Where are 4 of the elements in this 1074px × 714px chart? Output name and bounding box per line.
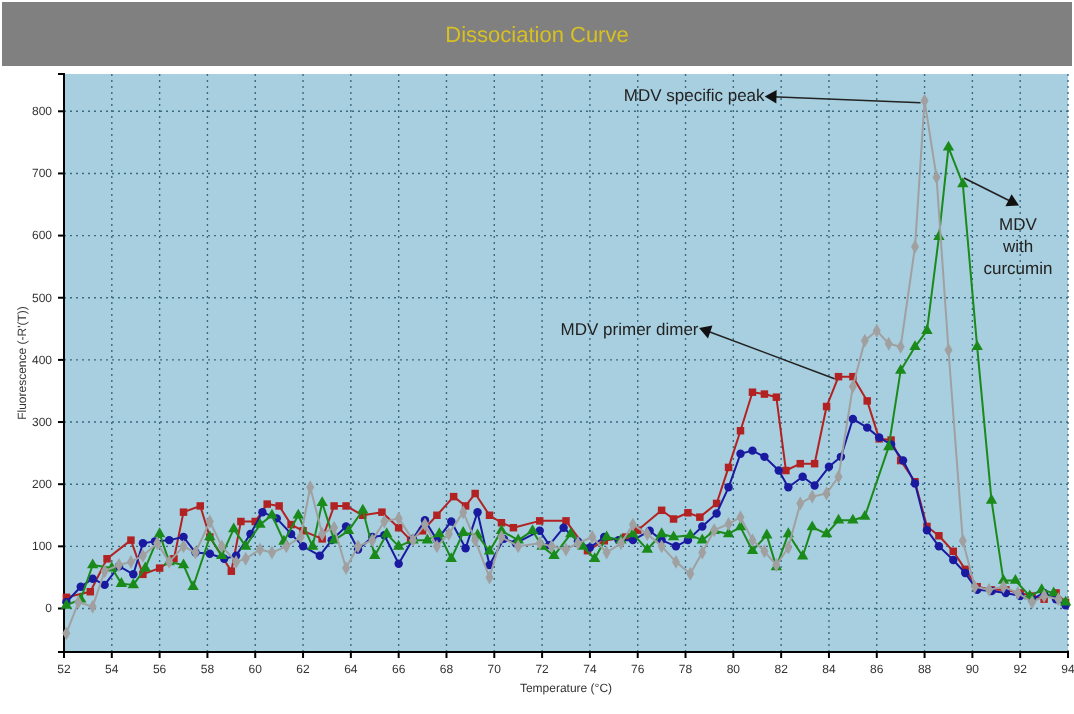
chart-title: Dissociation Curve <box>445 24 629 48</box>
annotation: MDV primer dimer <box>560 318 699 339</box>
annotation: MDV with curcumin <box>983 214 1054 278</box>
annotation: MDV specific peak <box>623 84 767 105</box>
